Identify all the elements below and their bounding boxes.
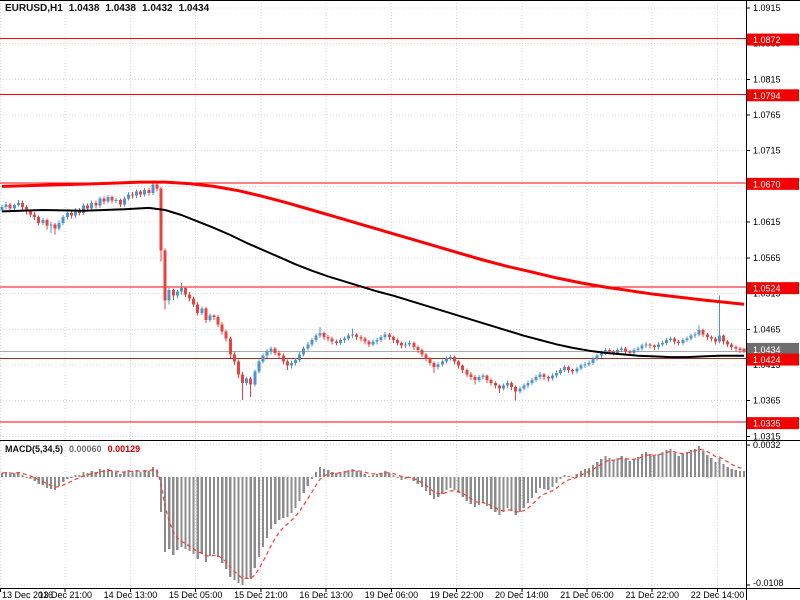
macd-signal-line bbox=[1, 448, 745, 580]
svg-text:1.0335: 1.0335 bbox=[753, 419, 781, 429]
level-price-label bbox=[747, 33, 799, 46]
svg-text:1.0872: 1.0872 bbox=[753, 35, 781, 45]
grid-lines bbox=[0, 0, 746, 588]
symbol-timeframe-label: EURUSD,H1 bbox=[5, 3, 63, 14]
candlesticks bbox=[0, 180, 746, 401]
slow-ma-line bbox=[1, 180, 745, 306]
svg-text:15 Dec 05:00: 15 Dec 05:00 bbox=[169, 590, 223, 600]
svg-text:1.0765: 1.0765 bbox=[753, 110, 781, 120]
level-price-label bbox=[747, 417, 799, 430]
svg-text:1.0815: 1.0815 bbox=[753, 74, 781, 84]
price-axis[interactable]: 1.09151.08651.08151.07651.07151.06651.06… bbox=[746, 3, 799, 442]
fast-ma-line bbox=[1, 206, 744, 359]
macd-histogram bbox=[0, 446, 746, 585]
svg-text:1.0424: 1.0424 bbox=[753, 355, 781, 365]
macd-header: MACD(5,34,5) 0.00060 0.00129 bbox=[5, 444, 140, 454]
svg-text:1.0434: 1.0434 bbox=[753, 345, 781, 355]
level-price-label bbox=[747, 177, 799, 190]
svg-text:1.0915: 1.0915 bbox=[753, 3, 781, 13]
svg-text:1.0565: 1.0565 bbox=[753, 253, 781, 263]
svg-text:0.0032: 0.0032 bbox=[753, 440, 781, 450]
svg-text:20 Dec 14:00: 20 Dec 14:00 bbox=[495, 590, 549, 600]
macd-signal-value: 0.00129 bbox=[107, 444, 141, 454]
bid-price-label bbox=[747, 342, 799, 355]
ohlc-low-value: 1.0432 bbox=[141, 3, 173, 14]
svg-text:1.0615: 1.0615 bbox=[753, 217, 781, 227]
svg-text:21 Dec 06:00: 21 Dec 06:00 bbox=[560, 590, 614, 600]
ohlc-close-value: 1.0434 bbox=[178, 3, 210, 14]
macd-indicator-label: MACD(5,34,5) bbox=[5, 444, 64, 454]
svg-text:-0.0108: -0.0108 bbox=[753, 578, 784, 588]
ohlc-high-value: 1.0438 bbox=[105, 3, 136, 14]
svg-text:1.0365: 1.0365 bbox=[753, 396, 781, 406]
chart-header: EURUSD,H1 1.0438 1.0438 1.0432 1.0434 bbox=[5, 3, 209, 14]
svg-text:19 Dec 22:00: 19 Dec 22:00 bbox=[430, 590, 484, 600]
svg-text:14 Dec 13:00: 14 Dec 13:00 bbox=[104, 590, 158, 600]
svg-text:1.0670: 1.0670 bbox=[753, 179, 781, 189]
svg-text:13 Dec 21:00: 13 Dec 21:00 bbox=[38, 590, 92, 600]
svg-text:1.0524: 1.0524 bbox=[753, 284, 781, 294]
support-resistance-lines[interactable] bbox=[0, 38, 746, 423]
svg-text:22 Dec 14:00: 22 Dec 14:00 bbox=[691, 590, 745, 600]
level-price-label bbox=[747, 353, 799, 366]
svg-text:21 Dec 22:00: 21 Dec 22:00 bbox=[625, 590, 679, 600]
svg-text:19 Dec 06:00: 19 Dec 06:00 bbox=[365, 590, 419, 600]
svg-text:1.0794: 1.0794 bbox=[753, 91, 781, 101]
svg-text:1.0315: 1.0315 bbox=[753, 431, 781, 441]
level-price-label bbox=[747, 282, 799, 295]
svg-text:13 Dec 2016: 13 Dec 2016 bbox=[2, 590, 53, 600]
svg-text:1.0715: 1.0715 bbox=[753, 146, 781, 156]
macd-main-value: 0.00060 bbox=[69, 444, 102, 454]
indicator-axis[interactable]: 0.0032 -0.0108 bbox=[746, 440, 784, 588]
ohlc-open-value: 1.0438 bbox=[68, 3, 100, 14]
svg-text:15 Dec 21:00: 15 Dec 21:00 bbox=[234, 590, 288, 600]
svg-text:16 Dec 13:00: 16 Dec 13:00 bbox=[299, 590, 353, 600]
level-price-label bbox=[747, 89, 799, 102]
svg-text:1.0465: 1.0465 bbox=[753, 324, 781, 334]
